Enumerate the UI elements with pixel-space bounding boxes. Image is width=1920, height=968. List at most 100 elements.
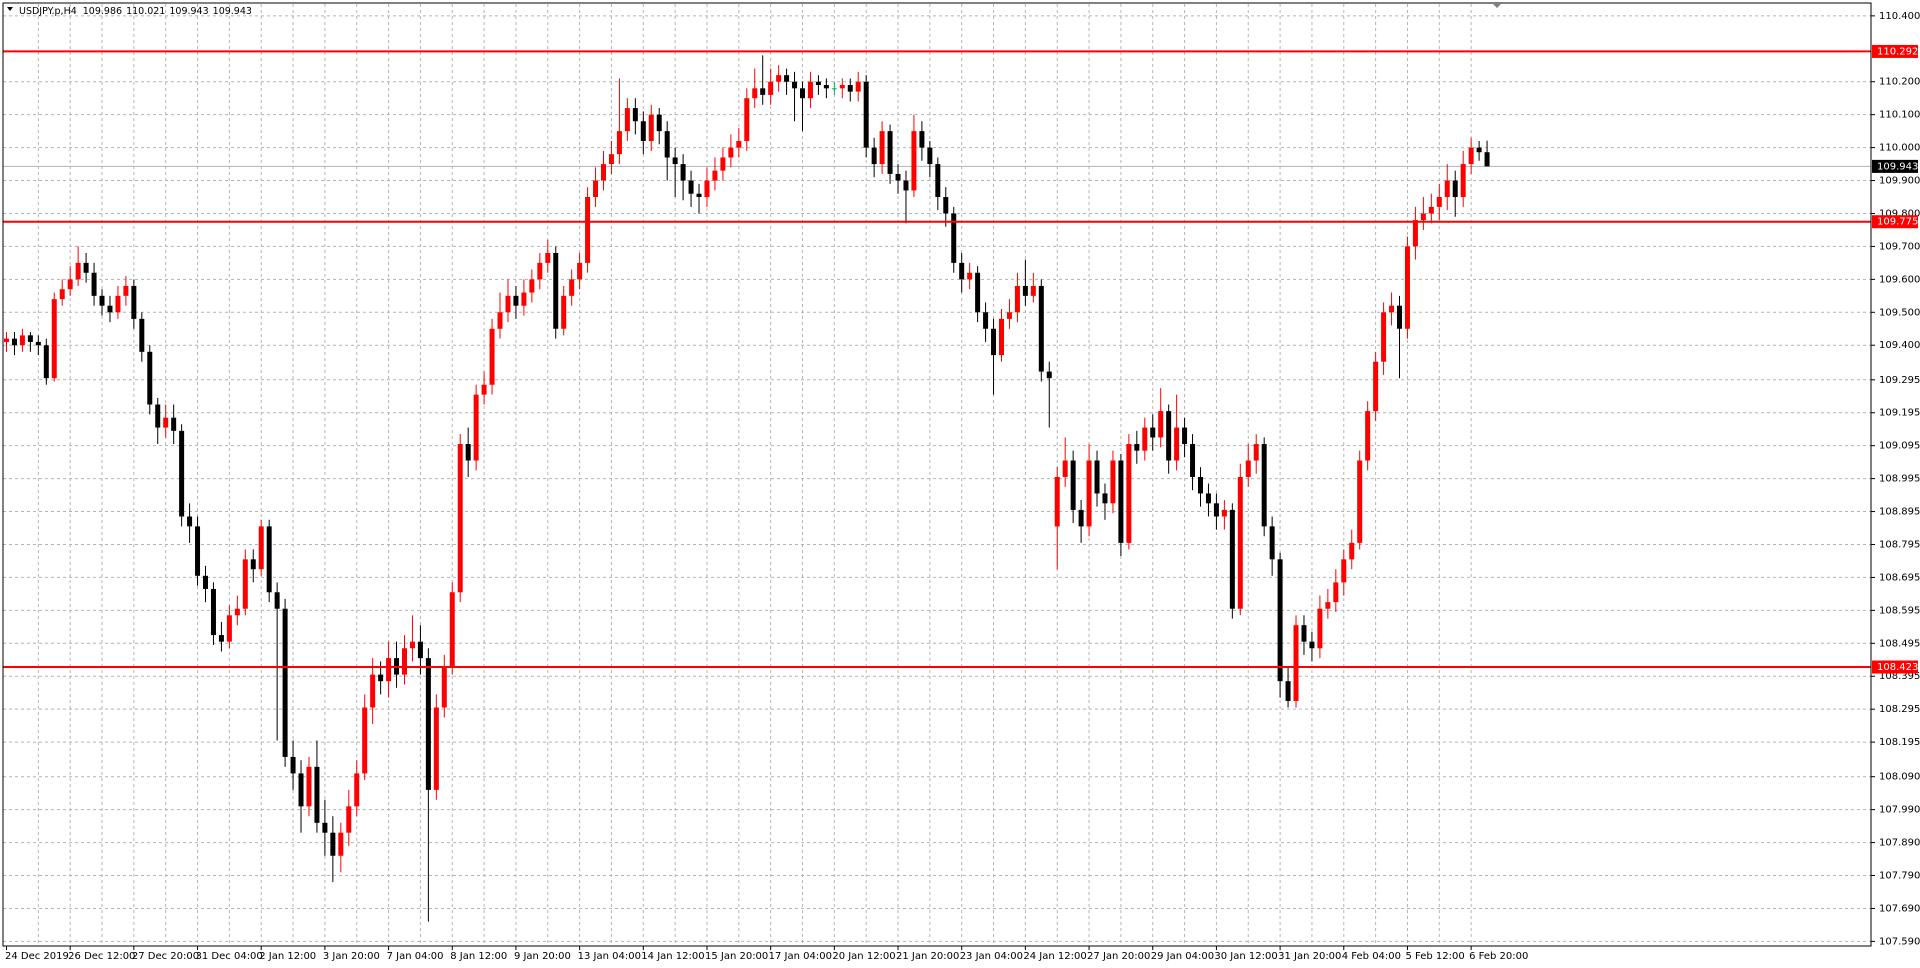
candle-body <box>807 81 813 99</box>
candle-body <box>919 131 925 148</box>
x-tick-label: 8 Jan 12:00 <box>450 951 507 962</box>
candle-body <box>441 668 447 708</box>
candle-body <box>601 164 606 181</box>
y-tick-label: 109.500 <box>1879 307 1920 318</box>
candle-body <box>481 384 487 395</box>
candle-body <box>1142 427 1148 451</box>
candle-body <box>1381 312 1387 362</box>
candle-body <box>1412 220 1418 247</box>
candle-body <box>107 305 113 313</box>
y-tick-label: 109.400 <box>1879 340 1920 351</box>
candle-body <box>1444 180 1450 198</box>
candle-body <box>27 335 33 342</box>
axes: 110.400 110.200 110.100 110.000 109.900 109.8… <box>5 11 1920 962</box>
candle-body <box>831 88 837 90</box>
candle-body <box>59 289 65 300</box>
candle-body <box>163 417 169 428</box>
x-tick-label: 20 Jan 12:00 <box>832 951 895 962</box>
candle-body <box>1420 213 1426 221</box>
candle-body <box>855 81 861 92</box>
candle-body <box>99 295 105 306</box>
candle-body <box>1158 411 1164 438</box>
x-tick-label: 26 Dec 12:00 <box>68 951 135 962</box>
y-tick-label: 107.690 <box>1879 903 1920 914</box>
candles <box>3 50 1871 922</box>
candle-body <box>338 832 344 856</box>
x-tick-label: 31 Dec 04:00 <box>196 951 263 962</box>
candle-body <box>234 608 240 616</box>
candle-body <box>632 108 638 122</box>
candle-body <box>43 345 49 379</box>
candle-body <box>1404 246 1410 329</box>
candle-body <box>959 262 965 280</box>
candle-body <box>1006 312 1012 319</box>
candle-body <box>664 131 670 158</box>
candle-body <box>1102 493 1108 504</box>
candle-body <box>800 88 805 99</box>
candle-body <box>640 121 646 142</box>
y-tick-label: 108.995 <box>1879 474 1920 485</box>
y-tick-label: 107.990 <box>1879 805 1920 816</box>
candle-body <box>1484 152 1490 167</box>
candle-body <box>561 295 567 329</box>
header-high: 110.021 <box>126 6 165 17</box>
level-label: 108.423 <box>1877 662 1918 673</box>
candle-body <box>529 279 535 293</box>
candle-body <box>203 575 208 589</box>
candle-body <box>282 608 288 757</box>
candle-body <box>417 641 423 659</box>
candle-body <box>1022 285 1028 296</box>
y-tick-label: 108.595 <box>1879 605 1920 616</box>
candle-body <box>792 81 798 89</box>
candle-body <box>210 588 216 636</box>
candle-body <box>696 193 702 198</box>
candle-body <box>489 328 495 385</box>
x-tick-label: 15 Jan 20:00 <box>705 951 768 962</box>
candle-body <box>1062 460 1068 477</box>
candle-body <box>1365 411 1371 461</box>
y-tick-label: 109.195 <box>1879 408 1920 419</box>
candle-body <box>386 658 392 682</box>
candle-body <box>648 114 654 142</box>
y-tick-label: 108.495 <box>1879 638 1920 649</box>
header-low: 109.943 <box>169 6 208 17</box>
candle-body <box>449 592 455 669</box>
candle-body <box>871 147 877 165</box>
y-tick-label: 107.790 <box>1879 871 1920 882</box>
candle-body <box>1452 180 1458 198</box>
y-tick-label: 108.195 <box>1879 737 1920 748</box>
candle-body <box>1341 559 1347 583</box>
candle-body <box>83 262 89 273</box>
candle-body <box>895 173 901 181</box>
candle-body <box>67 279 73 290</box>
x-tick-label: 3 Jan 20:00 <box>323 951 380 962</box>
candle-body <box>1261 444 1267 527</box>
plot-frame <box>2 2 1872 947</box>
candle-body <box>1277 559 1283 682</box>
x-tick-label: 2 Jan 12:00 <box>259 951 316 962</box>
candle-body <box>1389 305 1395 313</box>
candle-body <box>91 272 97 296</box>
x-tick-label: 23 Jan 04:00 <box>960 951 1023 962</box>
candle-body <box>1150 427 1156 438</box>
candle-body <box>975 272 981 313</box>
candle-body <box>624 108 630 132</box>
y-tick-label: 108.795 <box>1879 539 1920 550</box>
candle-body <box>1373 361 1379 412</box>
candle-body <box>521 292 527 306</box>
candle-body <box>1198 476 1203 494</box>
candle-body <box>1253 444 1259 461</box>
candle-body <box>1070 460 1076 510</box>
candle-body <box>688 180 694 194</box>
candle-body <box>999 318 1004 356</box>
x-tick-label: 14 Jan 12:00 <box>641 951 704 962</box>
y-tick-label: 108.895 <box>1879 507 1920 518</box>
candle-body <box>1134 444 1140 451</box>
candle-body <box>672 157 678 165</box>
candle-body <box>354 773 360 807</box>
candle-body <box>409 641 415 649</box>
candle-body <box>1237 476 1243 609</box>
candle-body <box>680 164 686 181</box>
